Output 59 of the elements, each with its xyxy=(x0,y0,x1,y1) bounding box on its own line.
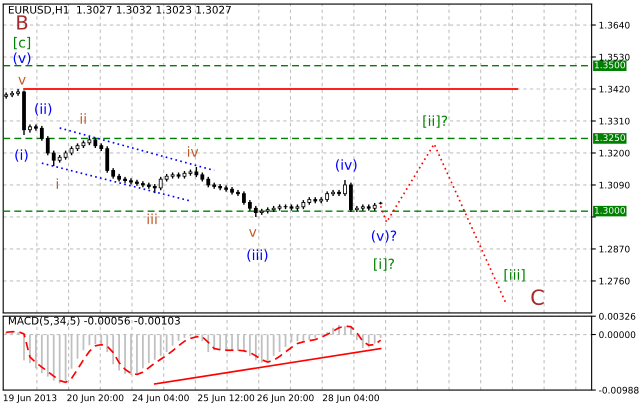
line-series xyxy=(5,325,382,384)
candlestick xyxy=(52,150,56,167)
y-tick-label: 1.2760 xyxy=(600,278,630,285)
x-tick-label: 19 Jun 2013 xyxy=(4,394,56,403)
annotation: (iv) xyxy=(336,159,357,172)
y-tick-label: 1.3530 xyxy=(600,54,630,61)
candlestick xyxy=(64,150,68,160)
candlestick xyxy=(93,136,98,149)
annotation: [ii]? xyxy=(423,115,448,128)
annotation: iv xyxy=(188,146,198,157)
x-tick-label: 25 Jun 12:00 xyxy=(198,394,254,403)
y-tick-label: 1.3420 xyxy=(600,86,630,93)
y-tick-label: 1.2870 xyxy=(600,246,630,253)
y-tick-label: 0.00326 xyxy=(599,312,636,320)
ref-line-label: 1.3250 xyxy=(594,134,625,142)
candlestick xyxy=(70,146,74,156)
annotation: (v) xyxy=(14,52,30,65)
candlestick xyxy=(301,199,306,210)
candlestick xyxy=(206,176,210,188)
annotation: C xyxy=(531,289,544,306)
annotation: v xyxy=(18,76,26,85)
x-tick-label: 28 Jun 04:00 xyxy=(322,394,379,403)
y-tick-label: 1.3090 xyxy=(600,182,630,189)
annotation: (v)? xyxy=(372,230,396,243)
candlestick xyxy=(46,135,50,156)
candlestick xyxy=(242,190,246,206)
candlestick xyxy=(248,199,252,212)
annotation: v xyxy=(249,229,256,237)
candlestick xyxy=(343,179,347,197)
y-tick-label: 1.3640 xyxy=(600,22,630,29)
candlestick xyxy=(40,125,44,142)
annotation: B xyxy=(17,15,28,30)
x-tick-label: 26 Jun 20:00 xyxy=(258,394,314,403)
candlestick xyxy=(254,205,258,218)
annotation: (iii) xyxy=(247,249,268,262)
annotation: ii xyxy=(80,113,86,124)
y-tick-label: 0.00000 xyxy=(599,331,636,338)
annotation: (ii) xyxy=(35,103,52,116)
y-tick-label: 1.3200 xyxy=(600,150,630,157)
chart-title: MACD(5,34,5) -0.00056 -0.00103 xyxy=(8,316,180,326)
candlestick xyxy=(158,176,163,191)
chart-title: EURUSD,H1 1.3027 1.3032 1.3023 1.3027 xyxy=(8,6,231,15)
y-tick-label: 1.3310 xyxy=(600,118,630,125)
x-tick-label: 20 Jun 20:00 xyxy=(67,394,124,403)
x-tick-label: 24 Jun 04:00 xyxy=(132,394,189,403)
y-tick-label: -0.00988 xyxy=(599,386,639,394)
candlestick xyxy=(200,172,204,182)
candlestick xyxy=(152,183,157,194)
candlestick xyxy=(105,146,110,174)
annotation: [i]? xyxy=(374,258,394,271)
annotation: iii xyxy=(148,214,157,224)
annotation: [c] xyxy=(14,36,30,50)
annotation: (i) xyxy=(15,149,28,162)
ref-line-label: 1.3500 xyxy=(594,62,625,68)
candlestick xyxy=(111,167,116,180)
annotation: i xyxy=(56,178,58,189)
candlestick xyxy=(325,190,330,203)
ref-line-label: 1.3000 xyxy=(594,206,625,214)
annotation: [iii] xyxy=(504,269,525,282)
